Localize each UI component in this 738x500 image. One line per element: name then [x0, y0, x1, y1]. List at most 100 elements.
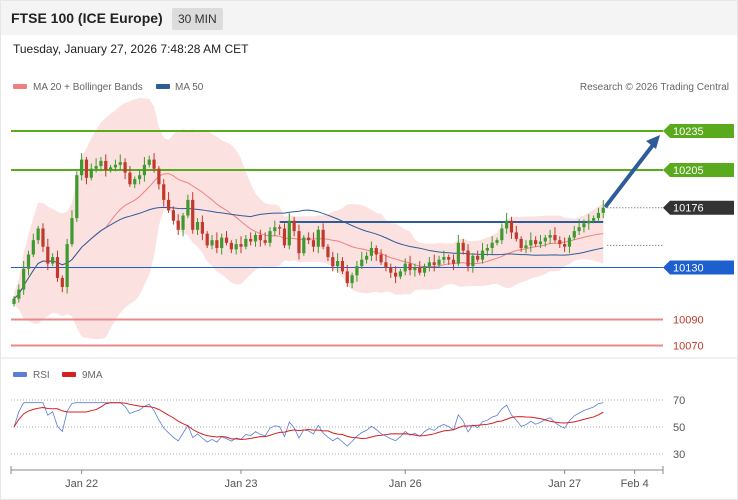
candle — [582, 219, 586, 233]
interval-button[interactable]: 30 MIN — [172, 8, 223, 30]
candle-body — [210, 240, 214, 246]
candle-body — [379, 254, 383, 263]
candle — [369, 241, 374, 261]
legend-rsi-swatch — [13, 372, 27, 377]
candle — [253, 232, 258, 247]
candle — [519, 236, 523, 252]
candle — [292, 216, 296, 237]
candle — [166, 192, 171, 213]
candle — [239, 236, 243, 254]
candle-body — [422, 266, 427, 273]
candle-body — [268, 231, 272, 243]
candle-body — [331, 257, 335, 267]
candle-body — [451, 259, 456, 264]
candle — [495, 237, 499, 246]
candle-body — [200, 222, 204, 234]
candle — [65, 238, 69, 294]
candle-body — [587, 220, 591, 224]
candle-body — [118, 162, 122, 165]
ma50-line — [13, 206, 604, 300]
candle-body — [509, 220, 514, 233]
candle-body — [393, 272, 398, 277]
level-label-10205: 10205 — [673, 165, 704, 177]
candle — [171, 206, 175, 225]
candle-body — [495, 240, 499, 243]
legend-rsi-ma-swatch — [62, 372, 76, 377]
candle — [210, 235, 214, 250]
candle — [244, 235, 248, 250]
candle-body — [447, 257, 451, 260]
rsi-level-label-50: 50 — [673, 422, 685, 434]
level-tag-10130 — [663, 260, 734, 275]
x-tick-label: Feb 4 — [621, 478, 649, 490]
candle — [505, 212, 509, 234]
candle — [75, 171, 79, 222]
candle — [413, 263, 417, 277]
candle-body — [302, 237, 306, 254]
candle — [490, 236, 494, 255]
candle — [350, 272, 354, 289]
candle — [360, 251, 364, 269]
candle-body — [403, 263, 407, 272]
candle — [577, 219, 581, 235]
candle — [466, 244, 470, 272]
candle — [514, 225, 518, 242]
rsi-line — [13, 402, 604, 447]
candle — [17, 284, 21, 303]
candle — [316, 225, 320, 254]
candle — [191, 192, 195, 234]
candle — [336, 253, 340, 273]
level-tag-10235 — [663, 124, 734, 138]
candle-body — [538, 241, 543, 245]
candle — [26, 250, 31, 276]
candle-body — [133, 179, 137, 185]
candle — [538, 235, 543, 248]
candle — [215, 232, 219, 254]
candle — [36, 225, 40, 245]
candle — [104, 154, 108, 177]
candle-body — [282, 228, 287, 246]
candle — [268, 227, 272, 247]
instrument-title: FTSE 100 (ICE Europe) — [11, 10, 163, 26]
candle — [480, 242, 485, 264]
candle-body — [249, 238, 253, 242]
candle — [509, 216, 514, 239]
candle — [282, 223, 287, 248]
candle — [345, 264, 349, 287]
candle-body — [567, 237, 572, 247]
candle — [31, 233, 35, 258]
candle — [572, 225, 576, 241]
candle-body — [360, 259, 364, 267]
candle — [596, 207, 601, 222]
candle-body — [65, 244, 69, 287]
candle-body — [205, 233, 209, 246]
candle — [113, 159, 118, 172]
candle-body — [389, 267, 393, 273]
candle-body — [524, 245, 528, 248]
candle-body — [311, 240, 316, 247]
candle — [176, 214, 180, 235]
candle-body — [41, 228, 45, 247]
candle-body — [80, 159, 84, 176]
candle — [205, 231, 209, 248]
candle — [326, 244, 330, 261]
legend-rsi-label: RSI — [33, 370, 50, 381]
candle-body — [123, 162, 127, 173]
timestamp-label: Tuesday, January 27, 2026 7:48:28 AM CET — [13, 42, 249, 56]
candle-body — [427, 262, 431, 267]
candle-body — [529, 240, 533, 246]
candle — [46, 238, 50, 271]
candle — [422, 263, 427, 277]
candle — [263, 232, 267, 246]
candle — [364, 251, 369, 264]
candle — [451, 254, 456, 271]
candle — [41, 223, 45, 252]
candle — [84, 157, 89, 185]
candle-body — [384, 262, 388, 268]
candle — [142, 157, 147, 182]
candle — [543, 235, 547, 247]
candle-body — [176, 220, 180, 230]
candle-body — [224, 237, 229, 243]
header-bar: FTSE 100 (ICE Europe) 30 MIN — [1, 1, 737, 35]
candle — [118, 154, 122, 170]
